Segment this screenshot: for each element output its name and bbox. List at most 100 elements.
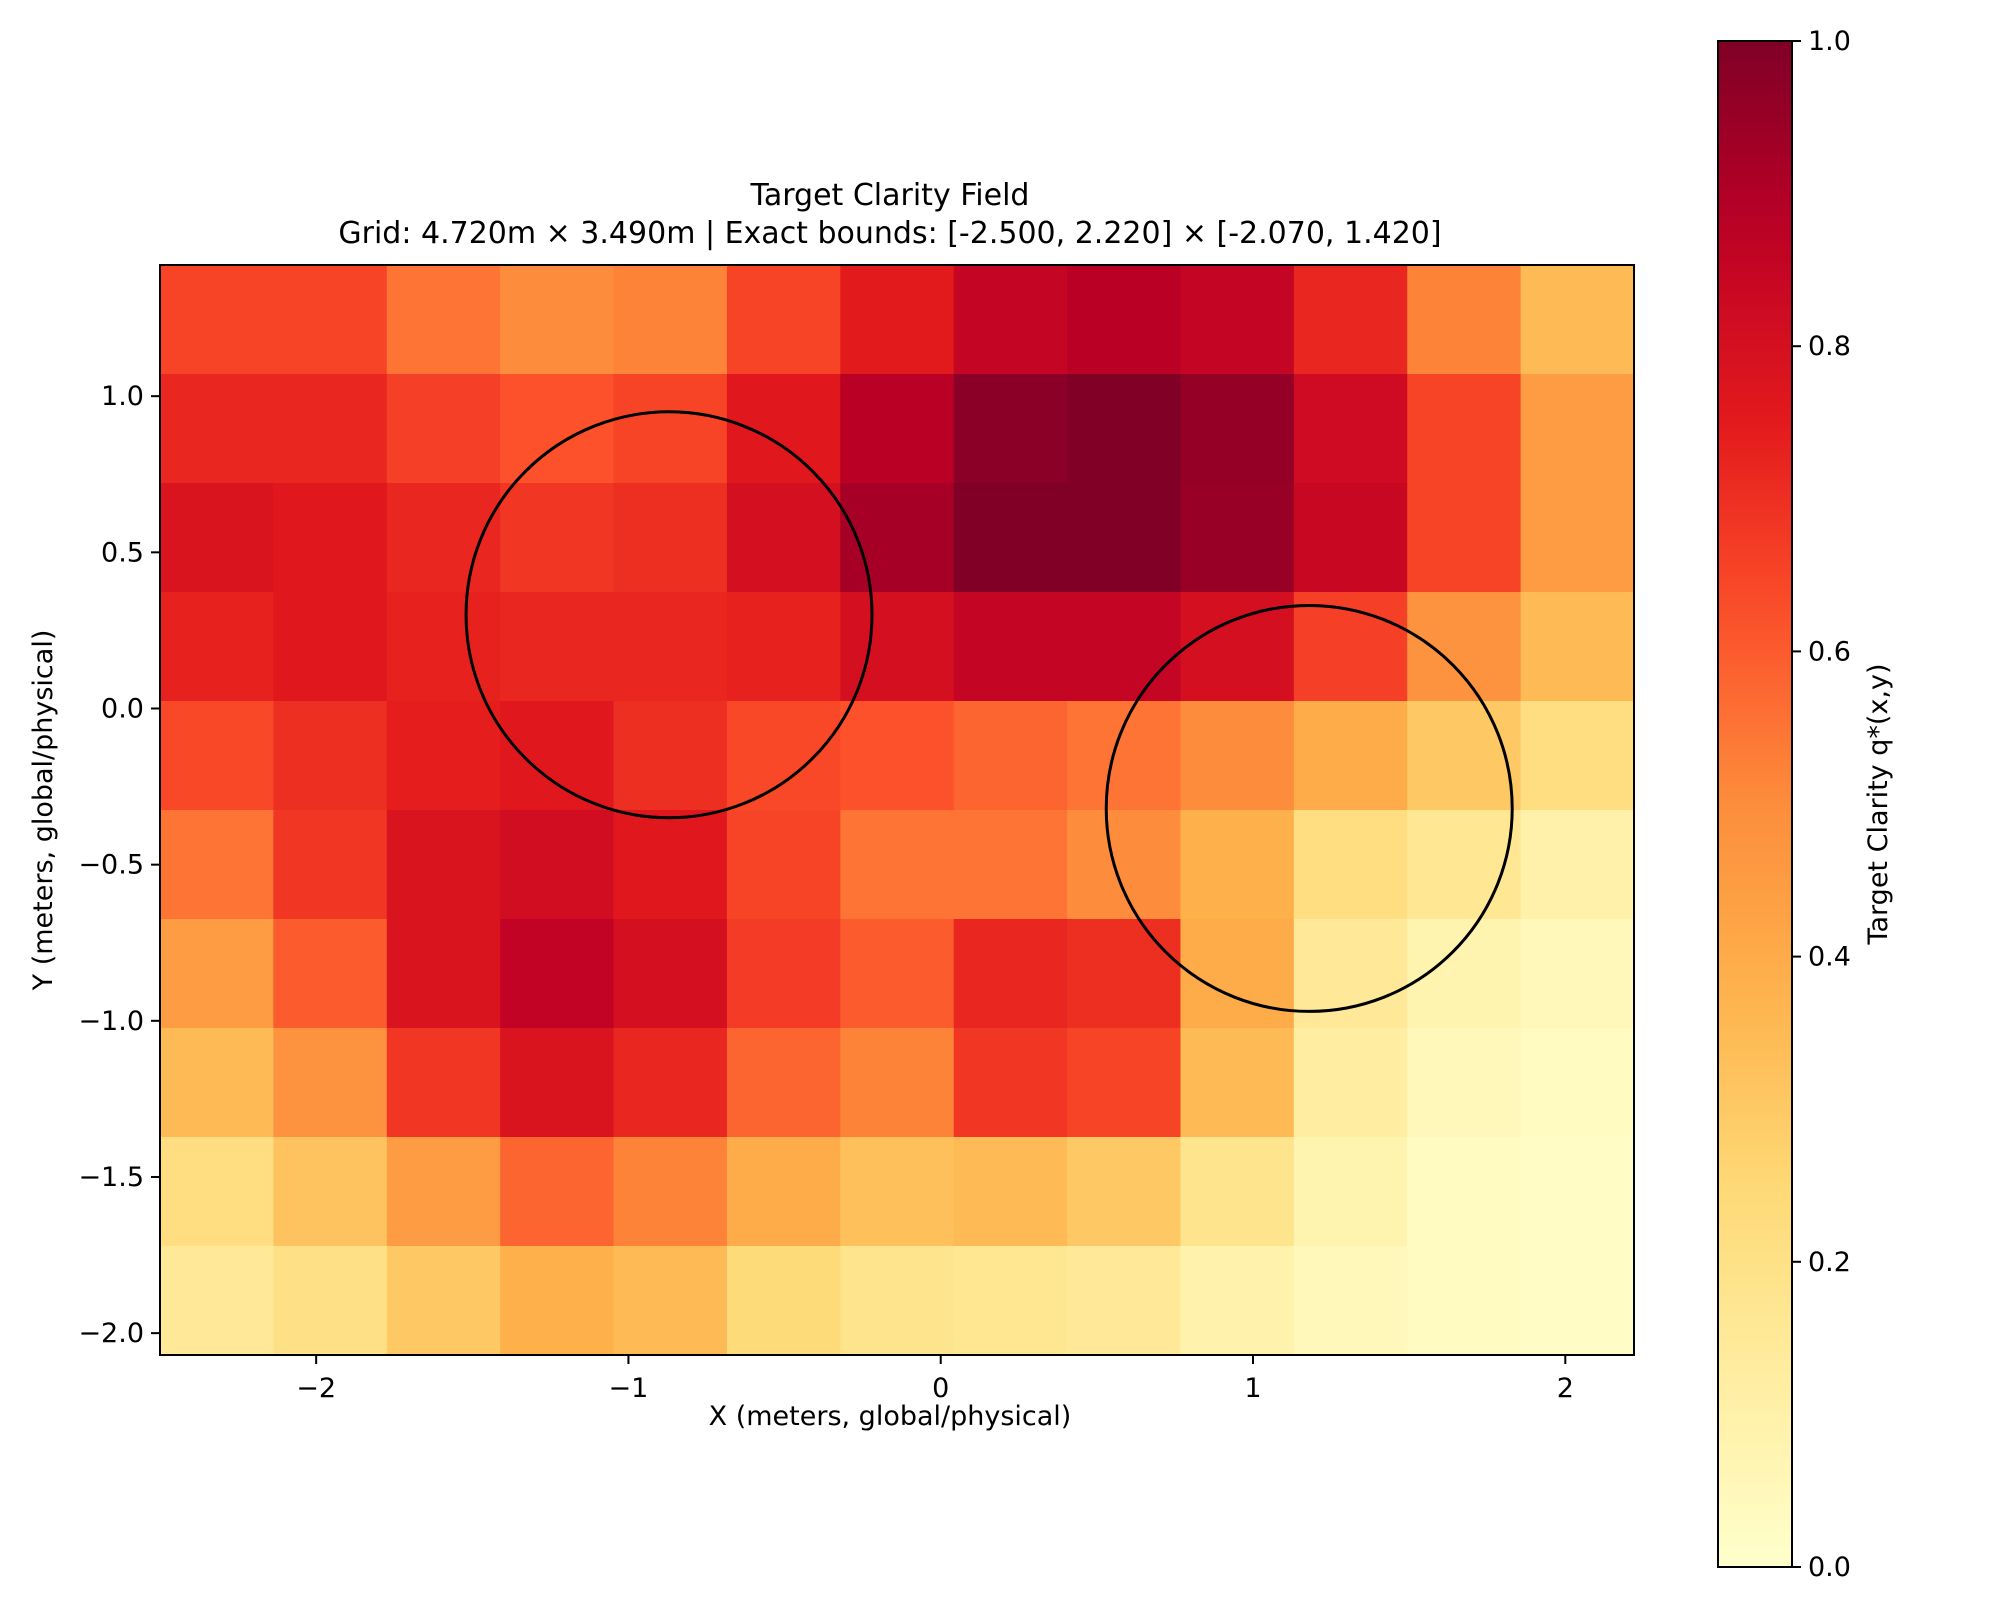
- heatmap-cell: [1407, 810, 1522, 920]
- heatmap-cell: [160, 374, 274, 484]
- heatmap-cell: [273, 1137, 388, 1247]
- heatmap-cell: [1293, 1137, 1408, 1247]
- heatmap-cell: [386, 701, 501, 811]
- heatmap-cell: [613, 483, 728, 593]
- heatmap-cell: [1407, 265, 1522, 375]
- y-tick-label: 1.0: [101, 381, 144, 412]
- colorbar-tick-label: 1.0: [1808, 26, 1851, 57]
- heatmap-cell: [953, 1137, 1068, 1247]
- heatmap-cell: [1293, 483, 1408, 593]
- heatmap-cell: [953, 374, 1068, 484]
- heatmap-cell: [160, 592, 274, 702]
- heatmap-cell: [1520, 265, 1635, 375]
- heatmap-cell: [160, 1246, 274, 1356]
- heatmap-cell: [1293, 1246, 1408, 1356]
- heatmap-cell: [386, 1028, 501, 1138]
- heatmap-cell: [1407, 919, 1522, 1029]
- heatmap-cell: [613, 374, 728, 484]
- region-circles: [464, 410, 1514, 1013]
- heatmap-cell: [1407, 701, 1522, 811]
- heatmap-cell: [840, 701, 955, 811]
- heatmap-cell: [726, 810, 841, 920]
- heatmap-cell: [273, 265, 388, 375]
- heatmap-cell: [273, 1246, 388, 1356]
- x-tick-label: −1: [609, 1373, 649, 1404]
- heatmap-cell: [273, 810, 388, 920]
- heatmap-cell: [160, 1137, 274, 1247]
- heatmap-cell: [840, 483, 955, 593]
- heatmap-cell: [1180, 592, 1295, 702]
- colorbar-tick-label: 0.0: [1808, 1552, 1851, 1583]
- heatmap-cell: [953, 1028, 1068, 1138]
- heatmap-cell: [1180, 810, 1295, 920]
- region-circle-2: [1104, 603, 1514, 1013]
- heatmap-cell: [273, 1028, 388, 1138]
- heatmap-cell: [386, 483, 501, 593]
- heatmap-cell: [273, 592, 388, 702]
- y-tick-label: −1.0: [78, 1006, 144, 1037]
- colorbar-tick-label: 0.2: [1808, 1247, 1851, 1278]
- heatmap-cell: [953, 1246, 1068, 1356]
- heatmap-cells: [160, 265, 1635, 1356]
- heatmap-cell: [160, 1028, 274, 1138]
- heatmap-cell: [840, 1028, 955, 1138]
- heatmap-cell: [1067, 374, 1182, 484]
- heatmap-cell: [1293, 265, 1408, 375]
- heatmap-cell: [613, 1137, 728, 1247]
- heatmap-cell: [273, 701, 388, 811]
- heatmap-cell: [613, 810, 728, 920]
- heatmap-cell: [160, 810, 274, 920]
- colorbar: [1717, 40, 1793, 1568]
- x-tick-label: 1: [1244, 1373, 1261, 1404]
- heatmap-cell: [1520, 483, 1635, 593]
- colorbar-tick-label: 0.8: [1808, 331, 1851, 362]
- heatmap-cell: [953, 919, 1068, 1029]
- heatmap-cell: [613, 592, 728, 702]
- heatmap-cell: [1067, 483, 1182, 593]
- heatmap-cell: [1293, 701, 1408, 811]
- heatmap-cell: [726, 265, 841, 375]
- y-tick-label: −1.5: [78, 1162, 144, 1193]
- heatmap-cell: [1407, 483, 1522, 593]
- heatmap-cell: [1180, 1137, 1295, 1247]
- y-tick-label: 0.0: [101, 693, 144, 724]
- heatmap-cell: [1180, 1028, 1295, 1138]
- heatmap-cell: [1520, 1246, 1635, 1356]
- heatmap-cell: [1067, 265, 1182, 375]
- heatmap-cell: [1067, 1028, 1182, 1138]
- heatmap-cell: [840, 374, 955, 484]
- heatmap-cell: [500, 374, 615, 484]
- heatmap-cell: [1293, 374, 1408, 484]
- heatmap-cell: [500, 1137, 615, 1247]
- heatmap-cell: [1067, 810, 1182, 920]
- heatmap-cell: [1180, 1246, 1295, 1356]
- heatmap-cell: [1067, 592, 1182, 702]
- heatmap-cell: [726, 483, 841, 593]
- heatmap-cell: [613, 701, 728, 811]
- heatmap-cell: [840, 1137, 955, 1247]
- chart-subtitle: Grid: 4.720m × 3.490m | Exact bounds: [-…: [338, 216, 1441, 251]
- heatmap-cell: [500, 265, 615, 375]
- heatmap-cell: [386, 592, 501, 702]
- heatmap-cell: [1407, 592, 1522, 702]
- heatmap-cell: [1293, 1028, 1408, 1138]
- heatmap-cell: [1407, 374, 1522, 484]
- heatmap-cell: [840, 919, 955, 1029]
- heatmap-cell: [386, 265, 501, 375]
- x-tick-label: 2: [1557, 1373, 1574, 1404]
- heatmap-cell: [613, 1028, 728, 1138]
- heatmap-cell: [1407, 1028, 1522, 1138]
- heatmap-cell: [726, 592, 841, 702]
- heatmap-cell: [500, 1028, 615, 1138]
- colorbar-ticks: 0.0 0.2 0.4 0.6 0.8 1.0: [1792, 26, 1851, 1583]
- heatmap-cell: [386, 810, 501, 920]
- y-axis-ticks: −2.0 −1.5 −1.0 −0.5 0.0 0.5 1.0: [78, 381, 160, 1349]
- heatmap-cell: [726, 701, 841, 811]
- heatmap-cell: [726, 919, 841, 1029]
- heatmap-cell: [386, 1246, 501, 1356]
- heatmap-cell: [1067, 701, 1182, 811]
- y-tick-label: −0.5: [78, 850, 144, 881]
- heatmap-cell: [386, 1137, 501, 1247]
- heatmap-cell: [160, 483, 274, 593]
- heatmap-cell: [1520, 374, 1635, 484]
